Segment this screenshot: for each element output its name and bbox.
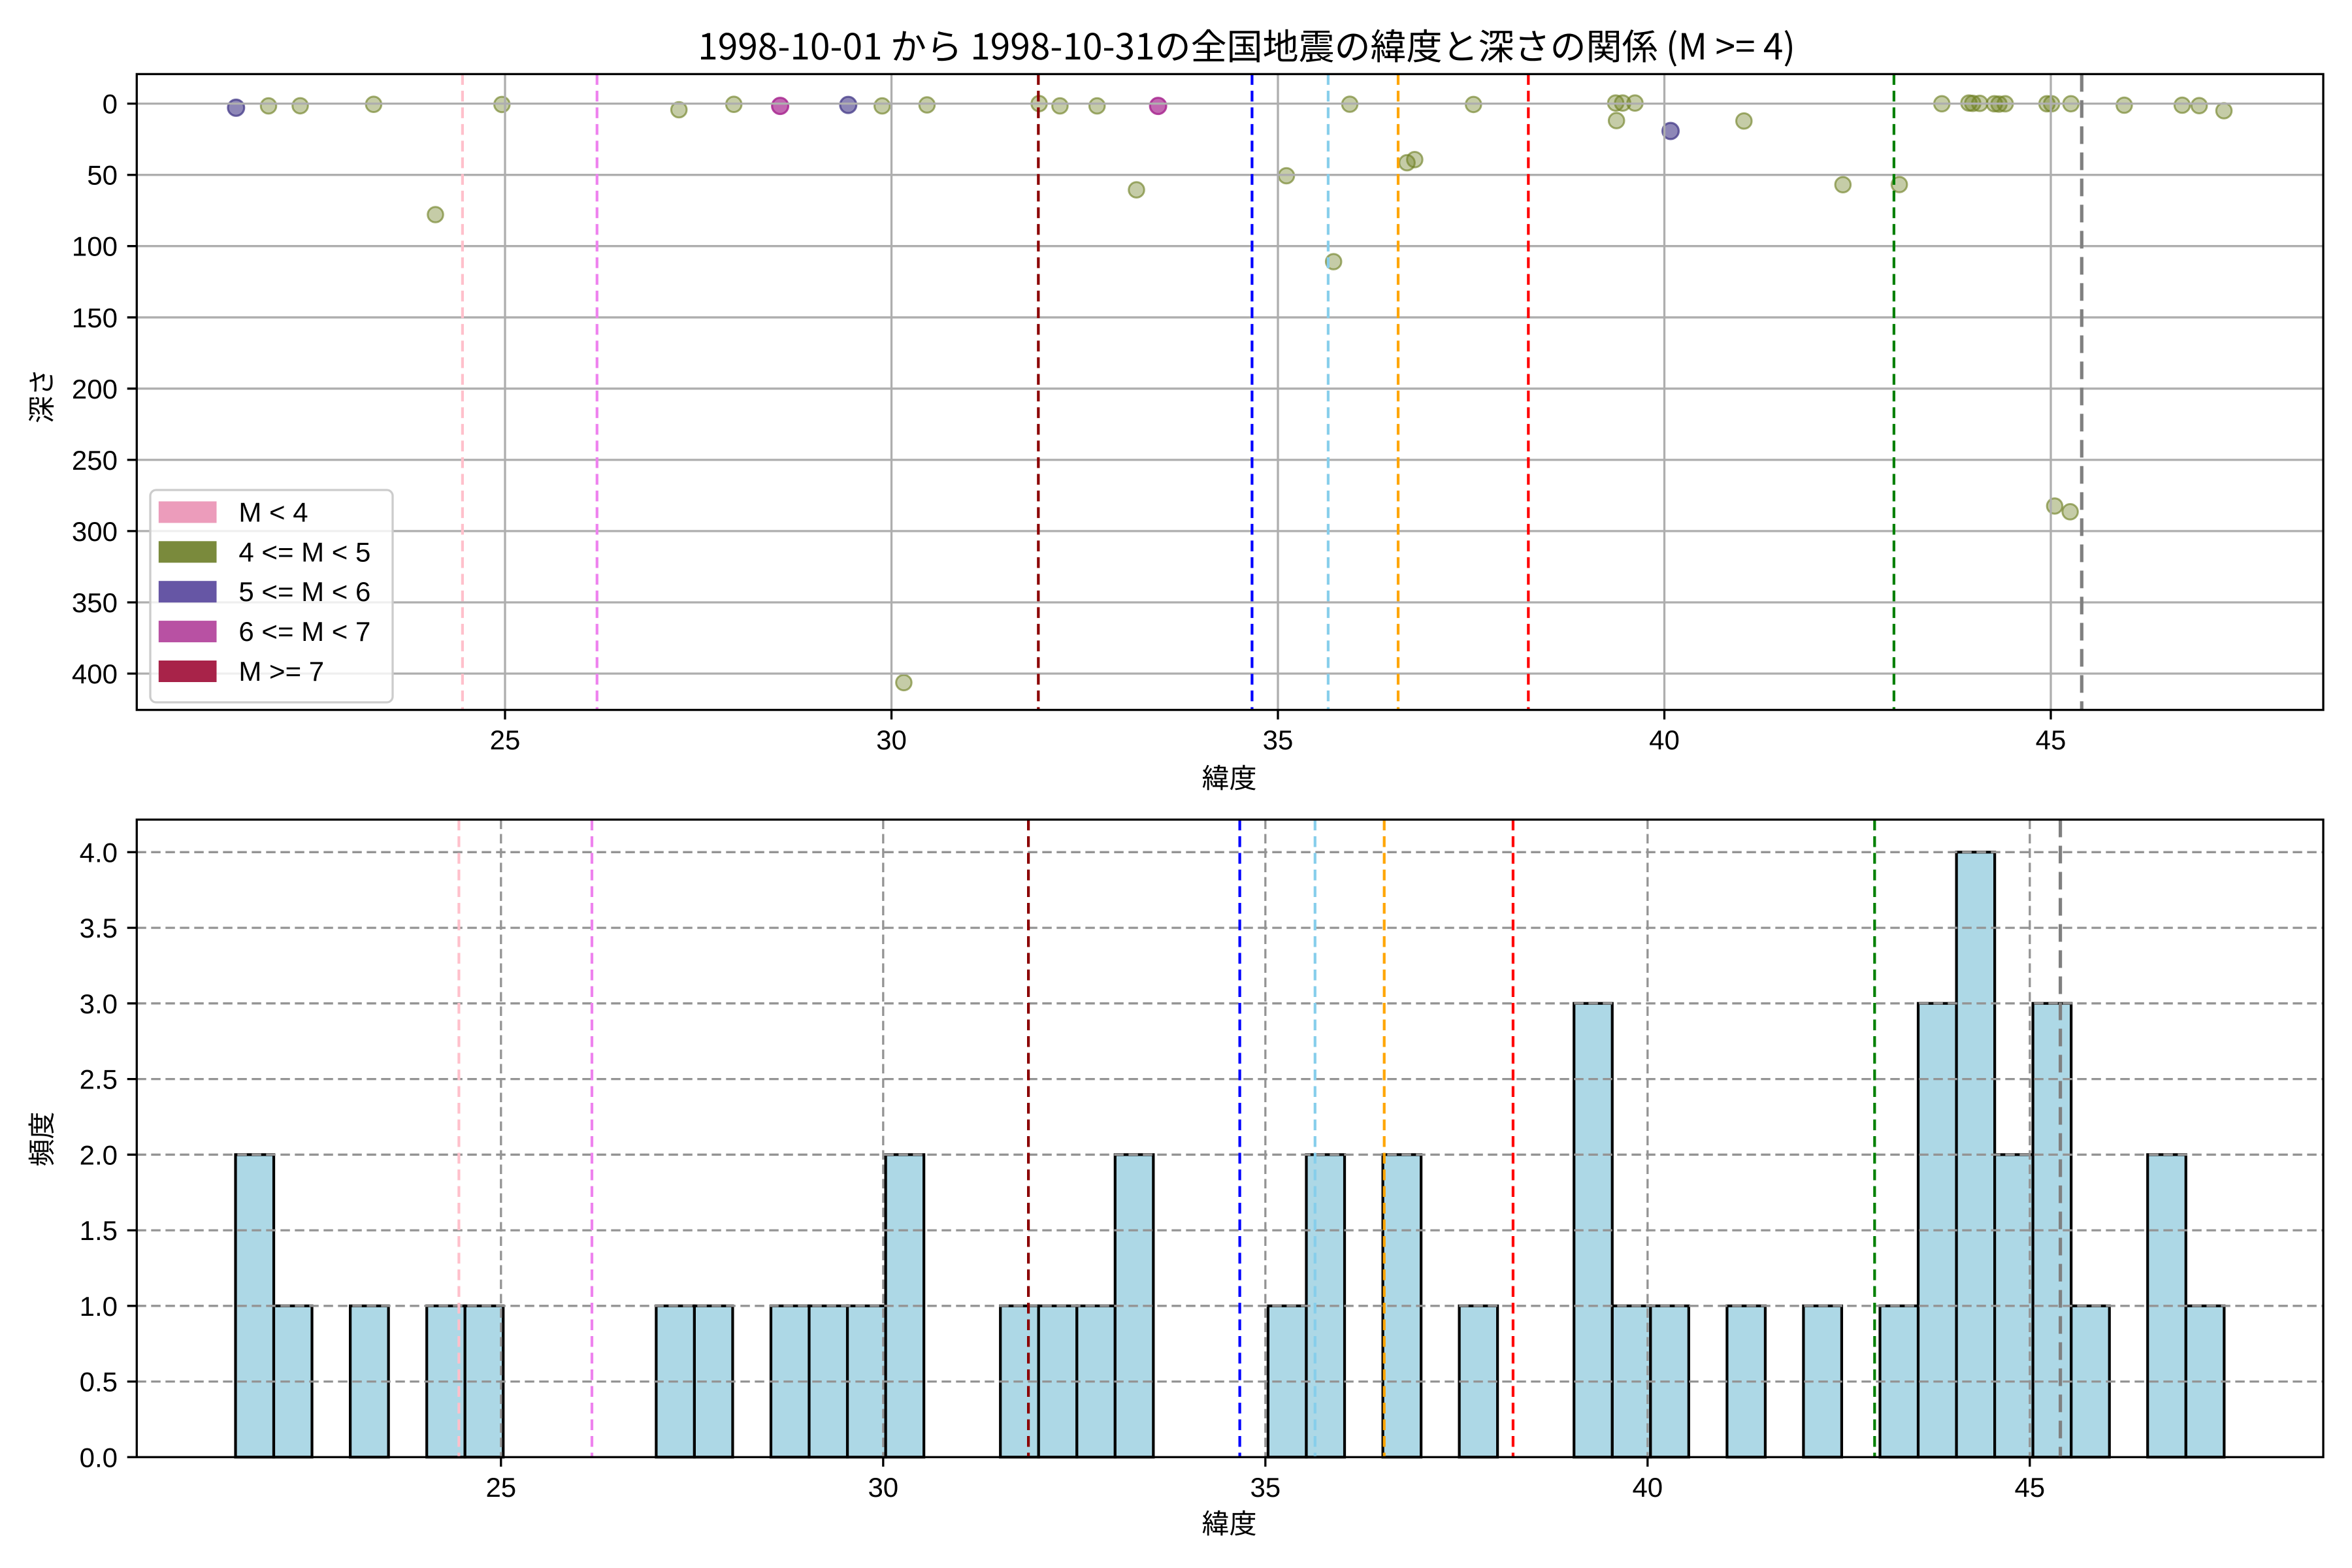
svg-text:M < 4: M < 4 xyxy=(238,497,308,527)
svg-text:250: 250 xyxy=(72,445,118,476)
svg-text:25: 25 xyxy=(485,1472,516,1503)
svg-text:25: 25 xyxy=(490,725,521,755)
svg-text:45: 45 xyxy=(2014,1472,2045,1503)
svg-text:40: 40 xyxy=(1649,725,1680,755)
svg-text:300: 300 xyxy=(72,516,118,547)
svg-text:30: 30 xyxy=(868,1472,898,1503)
svg-text:100: 100 xyxy=(72,231,118,262)
svg-text:30: 30 xyxy=(876,725,907,755)
svg-text:150: 150 xyxy=(72,302,118,333)
svg-text:35: 35 xyxy=(1263,725,1294,755)
svg-text:3.0: 3.0 xyxy=(80,988,118,1019)
svg-text:1.0: 1.0 xyxy=(80,1291,118,1322)
svg-text:45: 45 xyxy=(2036,725,2066,755)
svg-text:2.5: 2.5 xyxy=(80,1064,118,1095)
svg-text:3.5: 3.5 xyxy=(80,913,118,943)
svg-text:0: 0 xyxy=(103,89,118,120)
svg-text:2.0: 2.0 xyxy=(80,1139,118,1170)
svg-text:50: 50 xyxy=(87,160,118,191)
svg-text:0.5: 0.5 xyxy=(80,1367,118,1397)
svg-text:350: 350 xyxy=(72,587,118,618)
svg-text:M >= 7: M >= 7 xyxy=(238,656,324,687)
svg-text:6 <= M < 7: 6 <= M < 7 xyxy=(238,616,370,647)
svg-text:4 <= M < 5: 4 <= M < 5 xyxy=(238,536,370,567)
svg-text:400: 400 xyxy=(72,659,118,689)
svg-text:4.0: 4.0 xyxy=(80,837,118,868)
svg-text:5 <= M < 6: 5 <= M < 6 xyxy=(238,576,370,607)
svg-text:200: 200 xyxy=(72,374,118,404)
svg-text:35: 35 xyxy=(1250,1472,1281,1503)
svg-text:0.0: 0.0 xyxy=(80,1442,118,1473)
svg-text:1.5: 1.5 xyxy=(80,1215,118,1246)
svg-text:40: 40 xyxy=(1632,1472,1663,1503)
